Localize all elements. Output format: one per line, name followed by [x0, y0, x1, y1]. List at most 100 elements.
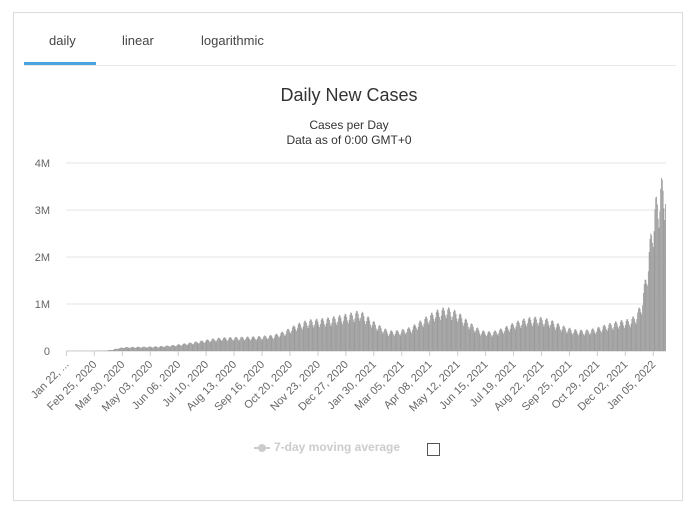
daily-bar[interactable]: [229, 337, 231, 351]
daily-bar[interactable]: [364, 320, 366, 351]
daily-bar[interactable]: [564, 326, 565, 351]
daily-bar[interactable]: [125, 347, 126, 351]
daily-bar[interactable]: [601, 329, 603, 351]
daily-bar[interactable]: [164, 346, 166, 351]
daily-bar[interactable]: [249, 339, 251, 351]
daily-bar[interactable]: [376, 330, 378, 351]
daily-bar[interactable]: [347, 320, 348, 351]
daily-bar[interactable]: [546, 318, 548, 351]
daily-bar[interactable]: [445, 318, 447, 351]
daily-bar[interactable]: [176, 345, 177, 351]
daily-bar[interactable]: [190, 343, 192, 351]
daily-bar[interactable]: [582, 331, 583, 351]
daily-bar[interactable]: [117, 348, 119, 351]
daily-bar[interactable]: [383, 331, 385, 351]
daily-bar[interactable]: [147, 347, 149, 351]
daily-bar[interactable]: [505, 326, 507, 351]
daily-bar[interactable]: [192, 344, 194, 351]
daily-bar[interactable]: [247, 336, 249, 351]
daily-bar[interactable]: [230, 337, 232, 351]
daily-bar[interactable]: [500, 328, 502, 351]
daily-bar[interactable]: [475, 330, 477, 351]
daily-bar[interactable]: [264, 335, 266, 351]
daily-bar[interactable]: [151, 347, 153, 351]
daily-bar[interactable]: [398, 334, 400, 351]
daily-bar[interactable]: [295, 329, 297, 351]
daily-bar[interactable]: [643, 284, 645, 351]
daily-bar[interactable]: [660, 188, 662, 351]
daily-bar[interactable]: [606, 329, 607, 351]
daily-bar[interactable]: [522, 320, 523, 351]
daily-bar[interactable]: [250, 339, 252, 351]
daily-bar[interactable]: [579, 330, 581, 351]
daily-bar[interactable]: [426, 316, 427, 351]
daily-bar[interactable]: [300, 324, 302, 351]
daily-bar[interactable]: [315, 318, 317, 351]
daily-bar[interactable]: [458, 318, 459, 351]
daily-bar[interactable]: [431, 312, 433, 351]
daily-bar[interactable]: [198, 343, 200, 351]
daily-bar[interactable]: [279, 335, 281, 351]
daily-bar[interactable]: [449, 311, 451, 351]
daily-bar[interactable]: [313, 327, 315, 351]
daily-bar[interactable]: [524, 320, 526, 351]
daily-bar[interactable]: [296, 330, 297, 351]
daily-bar[interactable]: [347, 323, 349, 351]
tab-logarithmic[interactable]: logarithmic: [201, 33, 264, 48]
daily-bar[interactable]: [542, 323, 544, 351]
daily-bar[interactable]: [219, 338, 221, 351]
daily-bar[interactable]: [665, 203, 666, 351]
daily-bar[interactable]: [210, 340, 212, 351]
daily-bar[interactable]: [553, 323, 555, 351]
daily-bar[interactable]: [504, 331, 505, 351]
daily-bar[interactable]: [504, 327, 506, 351]
daily-bar[interactable]: [188, 343, 190, 351]
daily-bar[interactable]: [197, 343, 199, 351]
daily-bar[interactable]: [160, 346, 162, 351]
daily-bar[interactable]: [329, 320, 330, 351]
daily-bar[interactable]: [661, 178, 662, 351]
daily-bar[interactable]: [540, 316, 542, 351]
daily-bar[interactable]: [489, 331, 491, 351]
daily-bar[interactable]: [310, 319, 311, 351]
daily-bar[interactable]: [649, 238, 651, 351]
daily-bar[interactable]: [591, 329, 593, 351]
daily-bar[interactable]: [264, 335, 265, 351]
daily-bar[interactable]: [624, 327, 625, 351]
daily-bar[interactable]: [232, 340, 234, 351]
daily-bar[interactable]: [275, 333, 277, 351]
daily-bar[interactable]: [272, 337, 274, 351]
daily-bar[interactable]: [518, 320, 519, 351]
daily-bar[interactable]: [181, 344, 183, 351]
daily-bar[interactable]: [379, 325, 380, 351]
daily-bar[interactable]: [629, 324, 630, 351]
daily-bar[interactable]: [616, 323, 618, 351]
daily-bar[interactable]: [333, 316, 334, 351]
daily-bar[interactable]: [209, 341, 210, 351]
daily-bar[interactable]: [359, 320, 361, 351]
daily-bar[interactable]: [373, 320, 375, 351]
daily-bar[interactable]: [418, 322, 420, 351]
daily-bar[interactable]: [356, 310, 357, 351]
daily-bar[interactable]: [206, 339, 208, 351]
daily-bar[interactable]: [433, 318, 435, 351]
daily-bar[interactable]: [507, 327, 509, 351]
daily-bar[interactable]: [619, 321, 621, 351]
daily-bar[interactable]: [655, 197, 657, 351]
daily-bar[interactable]: [119, 347, 121, 351]
daily-bar[interactable]: [633, 318, 635, 351]
daily-bar[interactable]: [281, 331, 283, 351]
daily-bar[interactable]: [548, 325, 550, 351]
daily-bar[interactable]: [238, 340, 240, 351]
daily-bar[interactable]: [435, 317, 436, 351]
daily-bar[interactable]: [549, 327, 551, 351]
daily-bar[interactable]: [129, 348, 131, 351]
daily-bar[interactable]: [248, 337, 250, 351]
daily-bar[interactable]: [277, 334, 279, 351]
daily-bar[interactable]: [544, 323, 546, 351]
daily-bar[interactable]: [317, 321, 319, 351]
daily-bar[interactable]: [131, 346, 133, 351]
daily-bar[interactable]: [554, 327, 556, 351]
daily-bar[interactable]: [535, 317, 537, 351]
daily-bar[interactable]: [112, 349, 114, 351]
